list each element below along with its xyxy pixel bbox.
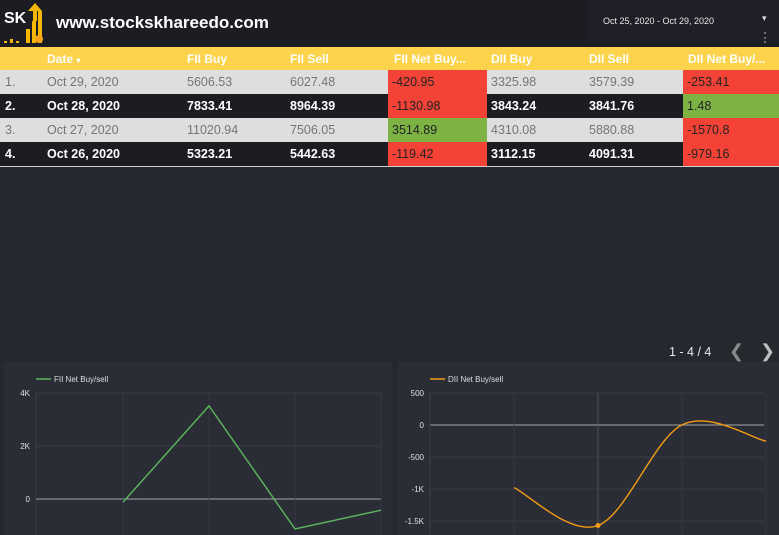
column-header-dii-buy[interactable]: DII Buy	[491, 52, 533, 66]
table-bottom-border	[0, 166, 779, 167]
fii-sell-cell: 8964.39	[290, 99, 336, 113]
dii-sell-cell: 3579.39	[589, 75, 635, 89]
dii-net-cell: -253.41	[683, 70, 779, 94]
column-header-fii-sell[interactable]: FII Sell	[290, 52, 329, 66]
date-cell: Oct 28, 2020	[47, 99, 120, 113]
y-tick-label: 500	[411, 389, 425, 398]
pagination-label: 1 - 4 / 4	[669, 345, 712, 359]
fii-sell-cell: 5442.63	[290, 147, 336, 161]
date-cell: Oct 29, 2020	[47, 75, 119, 89]
chevron-left-icon[interactable]: ❮	[729, 341, 745, 361]
dii-net-cell: -1570.8	[683, 118, 779, 142]
column-header-dii-net[interactable]: DII Net Buy/...	[688, 52, 766, 66]
sort-desc-icon: ▾	[76, 56, 81, 65]
fii-buy-cell: 7833.41	[187, 99, 233, 113]
site-logo[interactable]: SK	[2, 1, 44, 45]
fii-buy-cell: 5606.53	[187, 75, 233, 89]
fii-net-cell: -119.42	[388, 142, 487, 166]
row-index: 2.	[5, 99, 16, 113]
y-tick-label: 4K	[20, 389, 30, 398]
series-line	[513, 420, 767, 528]
date-cell: Oct 26, 2020	[47, 147, 120, 161]
table-row[interactable]: 3. Oct 27, 2020 11020.94 7506.05 3514.89…	[0, 118, 779, 142]
fii-chart-panel: FII Net Buy/sell 4K 2K 0	[4, 362, 392, 535]
y-tick-label: -500	[408, 453, 425, 462]
dii-net-cell: 1.48	[683, 94, 779, 118]
fii-sell-cell: 7506.05	[290, 123, 336, 137]
caret-down-icon: ▾	[762, 13, 767, 23]
dii-buy-cell: 3112.15	[491, 147, 536, 161]
legend-label: DII Net Buy/sell	[448, 375, 503, 384]
more-options-icon[interactable]	[764, 32, 767, 43]
fii-net-cell: -420.95	[388, 70, 487, 94]
fii-net-chart: FII Net Buy/sell 4K 2K 0	[20, 375, 382, 535]
table-row[interactable]: 2. Oct 28, 2020 7833.41 8964.39 -1130.98…	[0, 94, 779, 118]
data-point	[595, 523, 601, 529]
chevron-right-icon[interactable]: ❯	[760, 341, 776, 361]
y-tick-label: -1.5K	[405, 517, 425, 526]
dii-buy-cell: 4310.08	[491, 123, 537, 137]
column-header-fii-net[interactable]: FII Net Buy...	[394, 52, 466, 66]
dii-buy-cell: 3325.98	[491, 75, 537, 89]
table-row[interactable]: 1. Oct 29, 2020 5606.53 6027.48 -420.95 …	[0, 70, 779, 94]
site-title[interactable]: www.stockskhareedo.com	[56, 13, 269, 32]
date-cell: Oct 27, 2020	[47, 123, 119, 137]
table-header: Date ▾ FII Buy FII Sell FII Net Buy... D…	[0, 47, 779, 70]
logo-text: SK	[4, 10, 27, 27]
series-line	[122, 404, 382, 530]
logo-graphic: SK	[2, 1, 44, 45]
column-header-date[interactable]: Date ▾	[47, 52, 81, 66]
fii-sell-cell: 6027.48	[290, 75, 336, 89]
y-tick-label: -1K	[412, 485, 425, 494]
date-range-value: Oct 25, 2020 - Oct 29, 2020	[603, 16, 715, 26]
row-index: 3.	[5, 123, 16, 137]
y-tick-label: 0	[420, 421, 425, 430]
header-bar: SK www.stockskhareedo.com Oct 25, 2020 -…	[0, 0, 779, 47]
dii-net-chart: DII Net Buy/sell 500 0 -500 -1K -1.5K	[405, 375, 767, 535]
y-tick-label: 0	[26, 495, 31, 504]
dii-sell-cell: 3841.76	[589, 99, 635, 113]
row-index: 4.	[5, 147, 16, 161]
table-row[interactable]: 4. Oct 26, 2020 5323.21 5442.63 -119.42 …	[0, 142, 779, 166]
legend-label: FII Net Buy/sell	[54, 375, 108, 384]
fii-buy-cell: 11020.94	[187, 123, 239, 137]
column-header-dii-sell[interactable]: DII Sell	[589, 52, 630, 66]
fii-dii-table: Date ▾ FII Buy FII Sell FII Net Buy... D…	[0, 47, 779, 167]
fii-net-cell: -1130.98	[388, 94, 487, 118]
dii-sell-cell: 5880.88	[589, 123, 635, 137]
date-range-picker[interactable]: Oct 25, 2020 - Oct 29, 2020 ▾	[588, 0, 779, 44]
dii-sell-cell: 4091.31	[589, 147, 635, 161]
fii-net-cell: 3514.89	[388, 118, 487, 142]
dii-net-cell: -979.16	[683, 142, 779, 166]
dii-buy-cell: 3843.24	[491, 99, 537, 113]
fii-buy-cell: 5323.21	[187, 147, 233, 161]
column-header-fii-buy[interactable]: FII Buy	[187, 52, 228, 66]
y-tick-label: 2K	[20, 442, 30, 451]
dii-chart-panel: DII Net Buy/sell 500 0 -500 -1K -1.5K	[398, 362, 779, 535]
row-index: 1.	[5, 75, 16, 89]
